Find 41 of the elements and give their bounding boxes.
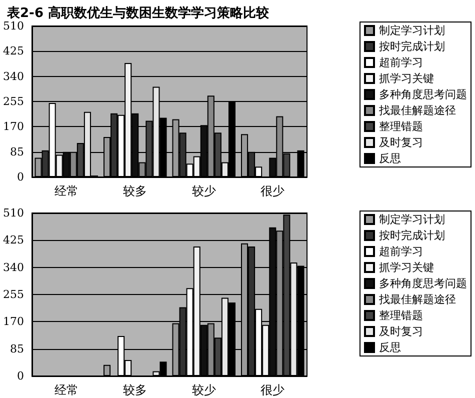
legend-label: 超前学习 <box>379 245 423 258</box>
x-tick-label: 较少 <box>192 383 216 397</box>
x-tick-label: 较多 <box>123 184 148 198</box>
legend-label: 及时复习 <box>379 325 423 338</box>
legend-label: 抓学习关键 <box>379 72 434 85</box>
legend-label: 按时完成计划 <box>379 229 445 242</box>
legend-label: 找最佳解题途径 <box>378 293 456 306</box>
x-tick-label: 很少 <box>260 383 285 397</box>
legend-label: 整理错题 <box>379 309 423 322</box>
legend-label: 整理错题 <box>379 120 423 133</box>
y-tick-label: 510 <box>3 206 24 220</box>
x-tick-label: 较少 <box>192 184 216 198</box>
y-tick-label: 170 <box>3 120 24 134</box>
chart-title: 表2-6 高职数优生与数困生数学学习策略比较 <box>6 5 270 21</box>
y-tick-label: 170 <box>3 315 24 328</box>
legend-label: 制定学习计划 <box>379 24 445 37</box>
y-tick-label: 255 <box>3 95 24 108</box>
legend-label: 反思 <box>379 341 401 354</box>
y-tick-label: 85 <box>10 342 24 356</box>
legend-label: 反思 <box>379 152 401 165</box>
y-tick-label: 510 <box>3 20 24 32</box>
y-tick-label: 85 <box>10 145 24 158</box>
y-tick-label: 340 <box>3 260 24 274</box>
legend-label: 及时复习 <box>379 136 423 149</box>
legend-label: 多种角度思考问题 <box>379 277 467 290</box>
y-tick-label: 0 <box>17 170 24 184</box>
y-tick-label: 425 <box>3 44 24 58</box>
legend-label: 找最佳解题途径 <box>378 104 456 117</box>
x-tick-label: 很少 <box>260 184 285 198</box>
y-tick-label: 425 <box>3 234 24 247</box>
y-tick-label: 255 <box>3 288 24 301</box>
legend-label: 抓学习关键 <box>379 261 434 274</box>
y-tick-label: 340 <box>3 70 24 83</box>
x-tick-label: 经常 <box>54 184 78 198</box>
legend-label: 超前学习 <box>379 56 423 69</box>
x-tick-label: 较多 <box>123 383 148 397</box>
x-tick-label: 经常 <box>54 383 78 397</box>
legend-label: 多种角度思考问题 <box>379 88 467 101</box>
y-tick-label: 0 <box>17 370 24 382</box>
legend-label: 制定学习计划 <box>379 213 445 226</box>
legend-label: 按时完成计划 <box>379 40 445 53</box>
